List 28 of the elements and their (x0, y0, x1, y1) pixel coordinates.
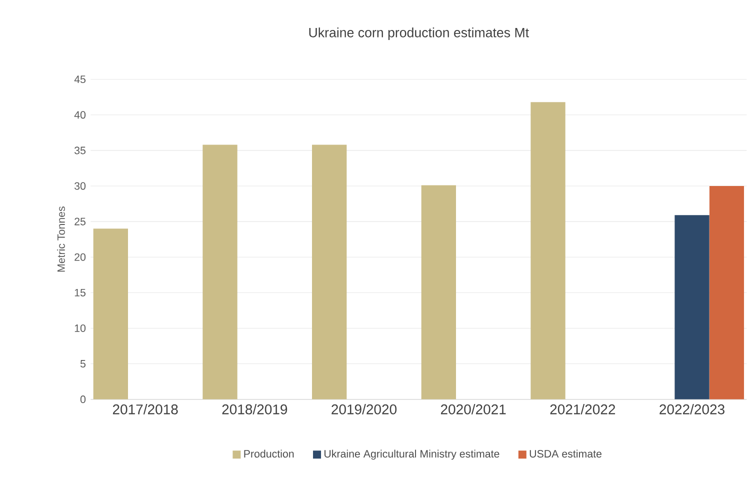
bar (93, 228, 128, 400)
x-tick-label: 2018/2019 (222, 404, 288, 414)
x-tick-label: 2020/2021 (440, 404, 506, 414)
legend-label: Production (244, 450, 294, 458)
bar (674, 215, 710, 400)
bar (312, 144, 347, 400)
y-tick-label: 15 (74, 288, 86, 296)
y-tick-label: 5 (80, 360, 86, 368)
chart-title: Ukraine corn production estimates Mt (309, 28, 529, 40)
y-tick-label: 0 (80, 396, 86, 404)
y-tick-label: 45 (74, 76, 86, 84)
x-tick-label: 2022/2023 (660, 404, 724, 414)
x-tick-label: 2017/2018 (112, 404, 178, 414)
bar (709, 186, 744, 400)
x-tick-label: 2021/2022 (550, 404, 616, 414)
y-tick-label: 30 (74, 182, 86, 190)
y-tick-label: 25 (74, 218, 86, 226)
bar (421, 185, 456, 400)
y-tick-label: 20 (74, 253, 86, 261)
y-tick-label: 40 (74, 111, 86, 119)
x-tick-label: 2019/2020 (332, 404, 397, 414)
y-tick-label: 35 (74, 146, 86, 154)
y-axis-title: Metric Tonnes (57, 206, 65, 272)
legend-label: USDA estimate (530, 450, 602, 458)
legend-label: Ukraine Agricultural Ministry estimate (324, 450, 500, 460)
bar (202, 144, 238, 400)
y-tick-label: 10 (74, 324, 86, 332)
bar (530, 102, 566, 400)
